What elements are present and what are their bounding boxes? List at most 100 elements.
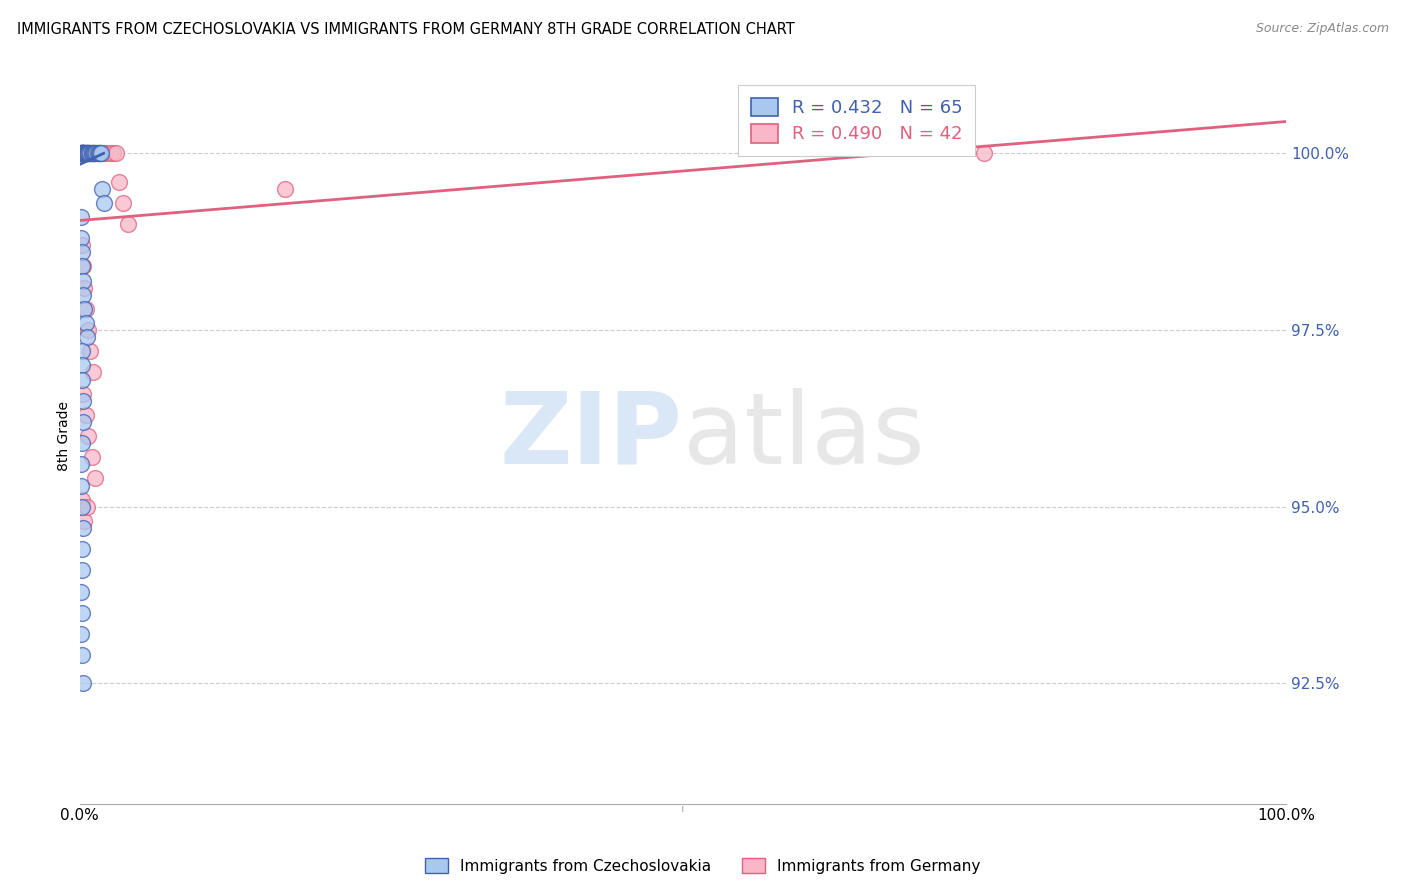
Text: ZIP: ZIP bbox=[501, 387, 683, 484]
Point bbox=[70, 238, 93, 252]
Point bbox=[86, 146, 108, 161]
Point bbox=[72, 146, 94, 161]
Point bbox=[77, 146, 100, 161]
Point bbox=[111, 195, 134, 210]
Point bbox=[90, 146, 112, 161]
Point bbox=[70, 372, 93, 386]
Point bbox=[73, 146, 96, 161]
Point bbox=[87, 146, 110, 161]
Point bbox=[77, 146, 100, 161]
Point bbox=[104, 146, 127, 161]
Point bbox=[69, 478, 91, 492]
Point bbox=[77, 323, 100, 337]
Point bbox=[83, 146, 105, 161]
Point bbox=[70, 436, 93, 450]
Point bbox=[70, 500, 93, 514]
Point bbox=[72, 260, 94, 274]
Point bbox=[79, 344, 101, 359]
Text: IMMIGRANTS FROM CZECHOSLOVAKIA VS IMMIGRANTS FROM GERMANY 8TH GRADE CORRELATION : IMMIGRANTS FROM CZECHOSLOVAKIA VS IMMIGR… bbox=[17, 22, 794, 37]
Point bbox=[72, 146, 94, 161]
Point bbox=[75, 146, 97, 161]
Point bbox=[84, 146, 107, 161]
Point bbox=[77, 146, 100, 161]
Point bbox=[80, 450, 103, 465]
Point bbox=[70, 260, 93, 274]
Point bbox=[77, 429, 100, 443]
Point bbox=[72, 521, 94, 535]
Point bbox=[73, 146, 96, 161]
Text: Source: ZipAtlas.com: Source: ZipAtlas.com bbox=[1256, 22, 1389, 36]
Point bbox=[69, 146, 91, 161]
Point bbox=[70, 146, 93, 161]
Point bbox=[73, 514, 96, 528]
Point bbox=[70, 146, 93, 161]
Point bbox=[75, 408, 97, 422]
Point bbox=[273, 182, 295, 196]
Point bbox=[72, 386, 94, 401]
Point bbox=[69, 146, 91, 161]
Point bbox=[70, 542, 93, 557]
Point bbox=[80, 146, 103, 161]
Point bbox=[72, 393, 94, 408]
Point bbox=[75, 301, 97, 316]
Legend: R = 0.432   N = 65, R = 0.490   N = 42: R = 0.432 N = 65, R = 0.490 N = 42 bbox=[738, 85, 976, 156]
Point bbox=[80, 146, 103, 161]
Point bbox=[79, 146, 101, 161]
Point bbox=[72, 146, 94, 161]
Point bbox=[93, 146, 115, 161]
Point bbox=[87, 146, 110, 161]
Point bbox=[75, 146, 97, 161]
Y-axis label: 8th Grade: 8th Grade bbox=[58, 401, 72, 471]
Point bbox=[86, 146, 108, 161]
Point bbox=[70, 245, 93, 260]
Point bbox=[72, 415, 94, 429]
Point bbox=[72, 146, 94, 161]
Point bbox=[84, 146, 107, 161]
Point bbox=[69, 146, 91, 161]
Point bbox=[90, 146, 112, 161]
Point bbox=[70, 606, 93, 620]
Point bbox=[69, 627, 91, 641]
Point bbox=[72, 146, 94, 161]
Point bbox=[117, 217, 139, 231]
Point bbox=[69, 458, 91, 472]
Point bbox=[70, 146, 93, 161]
Point bbox=[75, 146, 97, 161]
Point bbox=[75, 316, 97, 330]
Point bbox=[73, 280, 96, 294]
Point bbox=[89, 146, 111, 161]
Point bbox=[70, 146, 93, 161]
Point bbox=[76, 146, 98, 161]
Point bbox=[69, 210, 91, 224]
Point bbox=[89, 146, 111, 161]
Point bbox=[76, 146, 98, 161]
Point bbox=[69, 146, 91, 161]
Point bbox=[76, 500, 98, 514]
Point bbox=[76, 330, 98, 344]
Point bbox=[98, 146, 121, 161]
Point bbox=[70, 648, 93, 663]
Point bbox=[80, 146, 103, 161]
Point bbox=[76, 146, 98, 161]
Point bbox=[82, 146, 104, 161]
Point bbox=[72, 146, 94, 161]
Point bbox=[73, 146, 96, 161]
Point bbox=[91, 182, 114, 196]
Point bbox=[69, 231, 91, 245]
Point bbox=[70, 492, 93, 507]
Point bbox=[83, 146, 105, 161]
Text: atlas: atlas bbox=[683, 387, 924, 484]
Point bbox=[70, 146, 93, 161]
Point bbox=[70, 563, 93, 577]
Point bbox=[73, 301, 96, 316]
Point bbox=[70, 146, 93, 161]
Point bbox=[75, 146, 97, 161]
Point bbox=[72, 676, 94, 690]
Point bbox=[72, 146, 94, 161]
Point bbox=[77, 146, 100, 161]
Point bbox=[70, 146, 93, 161]
Point bbox=[82, 366, 104, 380]
Point bbox=[82, 146, 104, 161]
Point bbox=[69, 584, 91, 599]
Point bbox=[86, 146, 108, 161]
